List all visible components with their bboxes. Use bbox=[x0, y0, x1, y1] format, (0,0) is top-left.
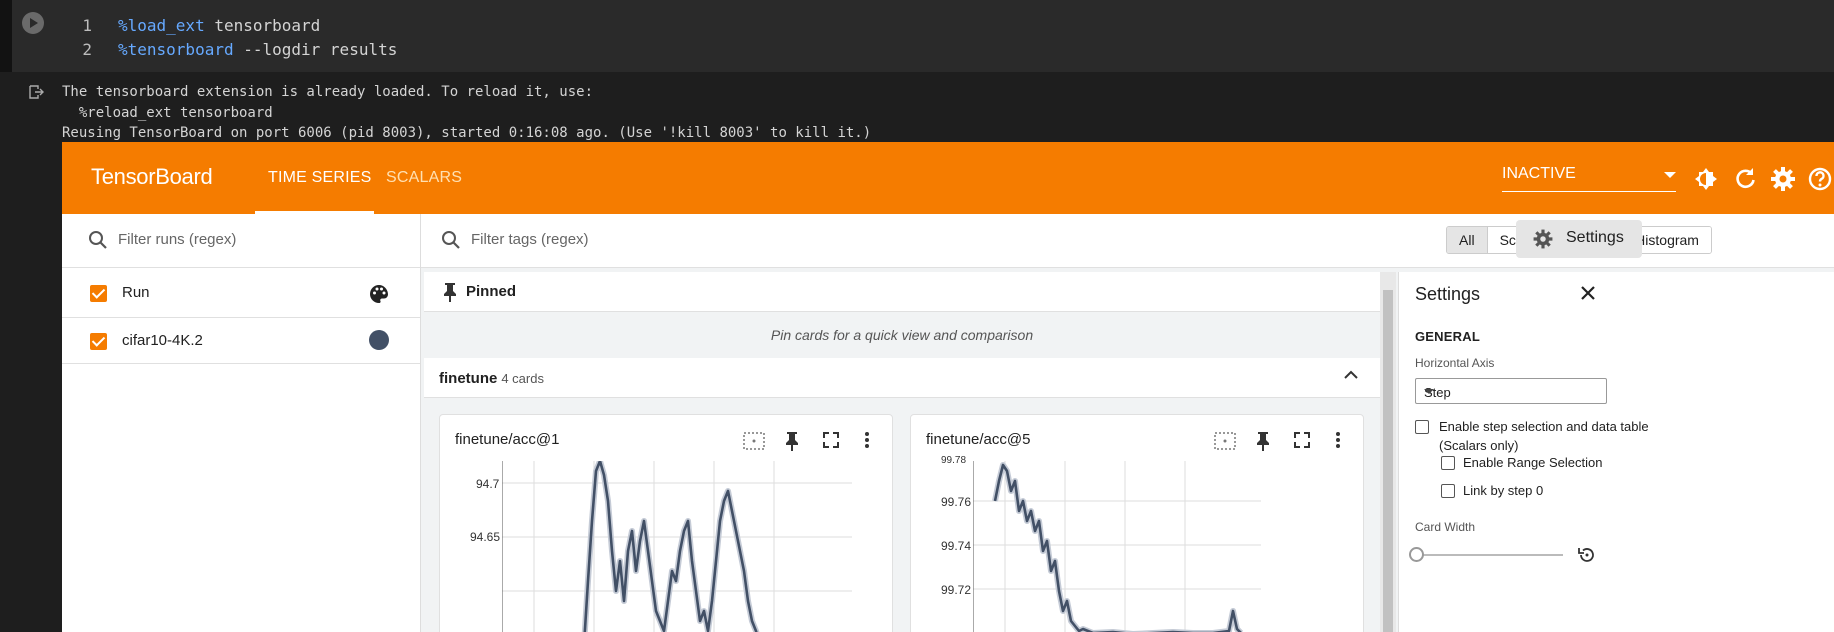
select-all-checkbox[interactable] bbox=[90, 285, 107, 302]
tags-toolbar: Filter tags (regex) All Scalars Image Hi… bbox=[421, 214, 1834, 268]
scrollbar-thumb[interactable] bbox=[1383, 290, 1393, 632]
pinned-title: Pinned bbox=[466, 283, 517, 300]
cell-output-text: The tensorboard extension is already loa… bbox=[62, 84, 872, 141]
run-color-swatch[interactable] bbox=[369, 330, 389, 350]
group-name-text: finetune bbox=[439, 370, 498, 387]
tensorboard-frame: TensorBoard TIME SERIES SCALARS INACTIVE bbox=[62, 142, 1834, 632]
code-editor[interactable]: 1 %load_ext tensorboard 2 %tensorboard --l… bbox=[64, 14, 397, 62]
active-tab-indicator bbox=[255, 211, 374, 214]
code-cell: 1 %load_ext tensorboard 2 %tensorboard --l… bbox=[0, 0, 1834, 72]
group-card-count: 4 cards bbox=[501, 371, 544, 386]
reset-icon[interactable] bbox=[1577, 545, 1597, 565]
run-cell-button[interactable] bbox=[22, 12, 44, 34]
y-tick-label: 99.72 bbox=[941, 583, 972, 597]
output-icon[interactable] bbox=[28, 84, 44, 100]
scalar-card: finetune/acc@1 94.7 94.65 bbox=[439, 414, 893, 632]
caret-down-icon bbox=[1424, 389, 1434, 394]
range-selection-label: Enable Range Selection bbox=[1463, 455, 1603, 470]
settings-pane: Settings GENERAL Horizontal Axis Step En… bbox=[1398, 272, 1834, 632]
settings-button-label: Settings bbox=[1566, 229, 1624, 246]
chevron-up-icon[interactable] bbox=[1344, 370, 1358, 380]
runs-filter-placeholder: Filter runs (regex) bbox=[118, 231, 237, 248]
link-step-label: Link by step 0 bbox=[1463, 483, 1544, 498]
run-column-header: Run bbox=[122, 284, 150, 301]
group-name: finetune 4 cards bbox=[439, 370, 544, 387]
y-tick-label: 94.65 bbox=[470, 530, 501, 544]
card-width-label: Card Width bbox=[1415, 520, 1476, 534]
line-chart[interactable] bbox=[502, 461, 893, 632]
y-tick-label: 99.74 bbox=[941, 539, 972, 553]
palette-icon[interactable] bbox=[368, 283, 390, 305]
tb-header: TensorBoard TIME SERIES SCALARS INACTIVE bbox=[62, 142, 1834, 214]
cell-gutter bbox=[0, 0, 12, 72]
run-name: cifar10-4K.2 bbox=[122, 332, 203, 349]
card-title: finetune/acc@1 bbox=[455, 431, 560, 448]
horizontal-axis-select[interactable]: Step bbox=[1415, 378, 1607, 404]
horizontal-axis-label: Horizontal Axis bbox=[1415, 356, 1495, 370]
help-icon[interactable] bbox=[1806, 165, 1834, 193]
card-title: finetune/acc@5 bbox=[926, 431, 1031, 448]
search-icon bbox=[442, 231, 460, 249]
step-selection-sub: (Scalars only) bbox=[1439, 438, 1519, 453]
settings-button[interactable]: Settings bbox=[1516, 220, 1642, 258]
runs-filter[interactable]: Filter runs (regex) bbox=[62, 214, 420, 268]
tab-scalars[interactable]: SCALARS bbox=[386, 169, 463, 186]
step-selection-label: Enable step selection and data table bbox=[1439, 419, 1649, 434]
horizontal-axis-value: Step bbox=[1424, 385, 1451, 400]
y-tick-label: 99.76 bbox=[941, 495, 972, 509]
run-checkbox[interactable] bbox=[90, 333, 107, 350]
runs-header-row: Run bbox=[62, 268, 420, 318]
card-width-slider-track[interactable] bbox=[1421, 554, 1563, 556]
plugin-select[interactable]: INACTIVE bbox=[1502, 165, 1676, 192]
gear-icon bbox=[1533, 229, 1553, 249]
pin-icon bbox=[444, 283, 456, 302]
y-tick-label: 94.7 bbox=[476, 477, 500, 491]
fullscreen-icon[interactable] bbox=[1293, 431, 1311, 449]
plugin-select-value: INACTIVE bbox=[1502, 165, 1576, 182]
theme-toggle-icon[interactable] bbox=[1692, 165, 1720, 193]
run-row[interactable]: cifar10-4K.2 bbox=[62, 318, 420, 364]
settings-title: Settings bbox=[1415, 284, 1481, 304]
settings-gear-icon[interactable] bbox=[1769, 165, 1797, 193]
card-width-slider-thumb[interactable] bbox=[1409, 547, 1424, 562]
range-selection-checkbox[interactable] bbox=[1441, 456, 1455, 470]
code-line: 2 %tensorboard --logdir results bbox=[82, 40, 398, 59]
pinned-empty-message: Pin cards for a quick view and compariso… bbox=[770, 327, 1034, 343]
pinned-section-header: Pinned bbox=[424, 272, 1380, 312]
reload-icon[interactable] bbox=[1731, 165, 1759, 193]
settings-section-general: GENERAL bbox=[1415, 329, 1480, 344]
step-selection-checkbox[interactable] bbox=[1415, 420, 1429, 434]
more-vert-icon[interactable] bbox=[864, 431, 870, 449]
fullscreen-icon[interactable] bbox=[822, 431, 840, 449]
caret-down-icon bbox=[1664, 172, 1676, 178]
tab-time-series[interactable]: TIME SERIES bbox=[268, 169, 372, 186]
tb-brand: TensorBoard bbox=[91, 164, 213, 189]
type-filter-all[interactable]: All bbox=[1447, 227, 1487, 253]
more-vert-icon[interactable] bbox=[1335, 431, 1341, 449]
link-step-checkbox[interactable] bbox=[1441, 484, 1455, 498]
y-tick-label: 99.78 bbox=[941, 455, 967, 466]
scalar-card: finetune/acc@5 99.78 99.76 99.74 99.72 bbox=[910, 414, 1364, 632]
tags-filter-input[interactable]: Filter tags (regex) bbox=[471, 231, 589, 248]
code-line: 1 %load_ext tensorboard bbox=[82, 16, 321, 35]
fit-domain-icon[interactable] bbox=[742, 431, 766, 451]
cell-body[interactable] bbox=[12, 0, 1834, 72]
pin-card-icon[interactable] bbox=[784, 431, 800, 451]
fit-domain-icon[interactable] bbox=[1213, 431, 1237, 451]
pin-card-icon[interactable] bbox=[1255, 431, 1271, 451]
cards-scrollbar[interactable] bbox=[1380, 272, 1396, 632]
main-panel: Filter tags (regex) All Scalars Image Hi… bbox=[421, 214, 1834, 632]
card-group-header[interactable]: finetune 4 cards bbox=[424, 358, 1380, 398]
search-icon bbox=[89, 231, 107, 249]
close-icon[interactable] bbox=[1579, 284, 1597, 302]
runs-sidebar: Filter runs (regex) Run cifar10-4K.2 bbox=[62, 214, 421, 632]
line-chart[interactable] bbox=[973, 461, 1364, 632]
